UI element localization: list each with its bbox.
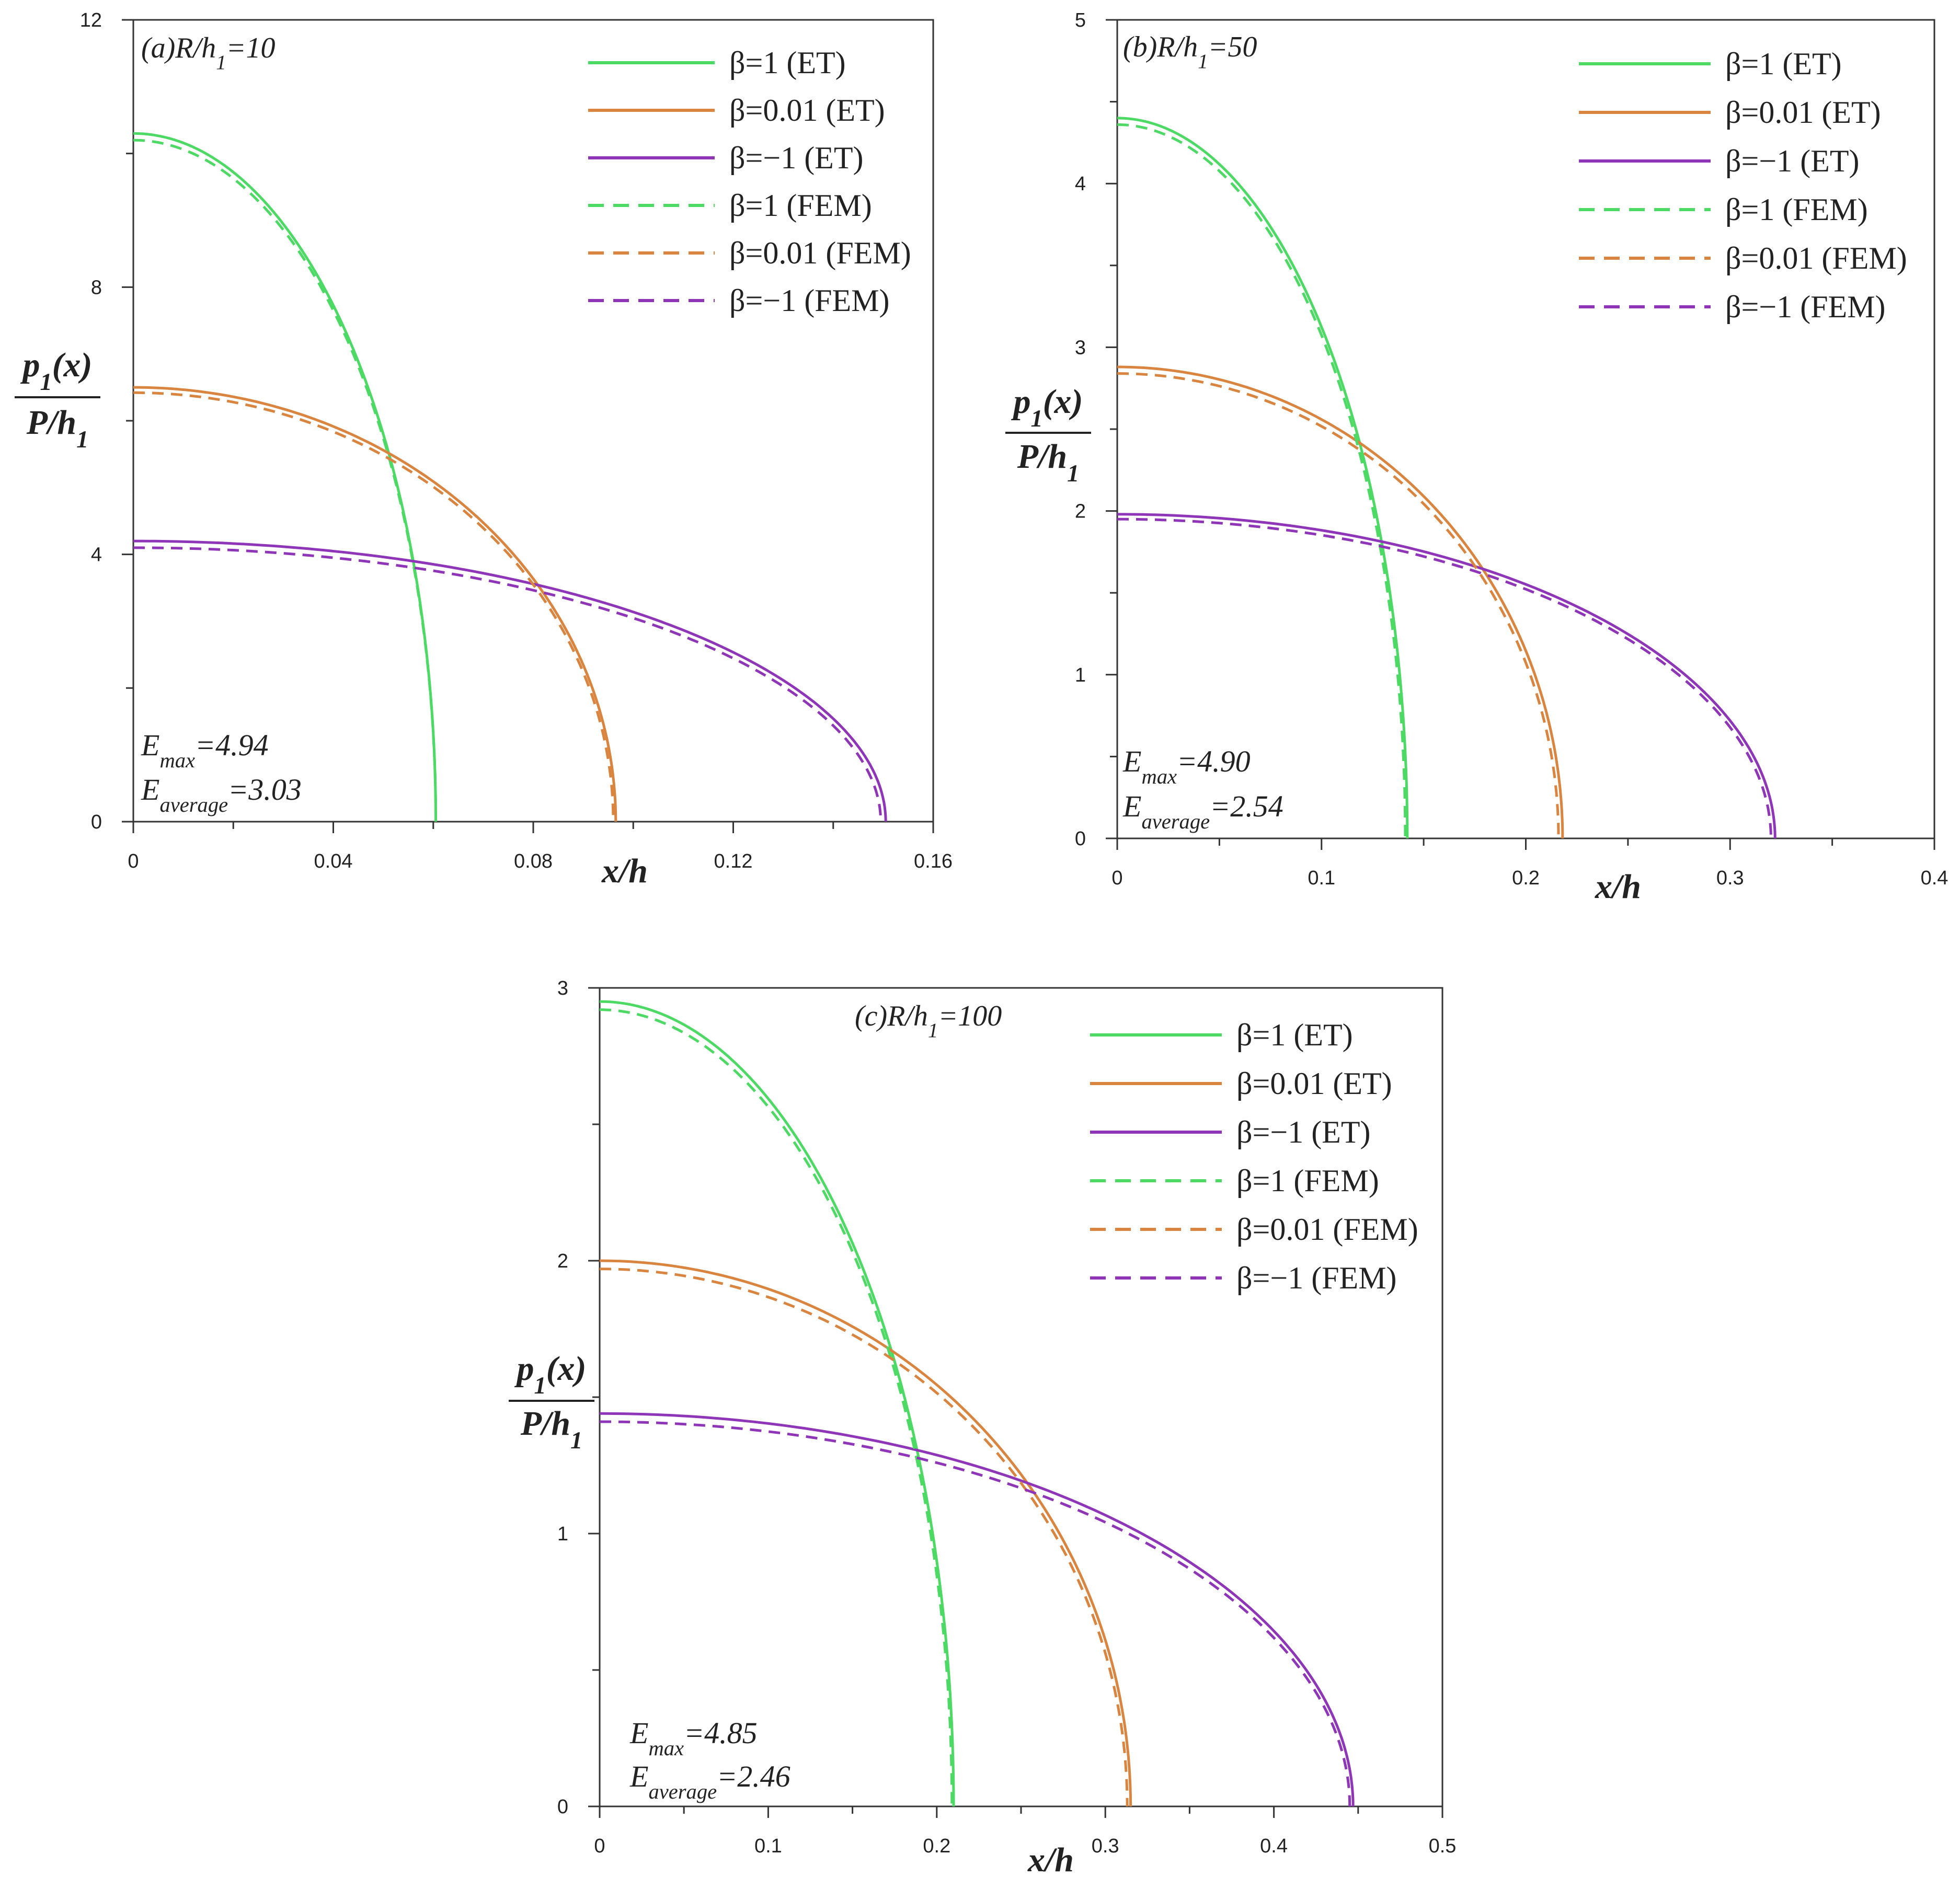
series-line-3 (1117, 123, 1407, 839)
legend-label: β=−1 (FEM) (1725, 290, 1886, 324)
y-tick-label: 3 (557, 977, 568, 999)
x-axis-label: x/h (601, 852, 648, 890)
legend-label: β=1 (ET) (1725, 47, 1842, 81)
x-tick-label: 0.4 (1921, 867, 1948, 889)
x-tick-label: 0.4 (1260, 1835, 1288, 1857)
legend-label: β=0.01 (FEM) (729, 236, 911, 270)
x-tick-label: 0 (594, 1835, 605, 1857)
panel-title: (a)R/h1=10 (141, 32, 275, 74)
x-tick-label: 0.04 (314, 850, 353, 872)
series-line-5 (1117, 517, 1772, 839)
y-axis-label-numerator: p1(x) (514, 1350, 586, 1399)
y-tick-label: 4 (1075, 173, 1086, 195)
series-line-3 (133, 139, 437, 822)
y-tick-label: 0 (557, 1796, 568, 1818)
series-line-3 (600, 1008, 954, 1806)
y-axis-label-numerator: p1(x) (1011, 383, 1083, 432)
error-average-label: Eaverage=2.46 (629, 1759, 790, 1803)
y-tick-label: 1 (557, 1523, 568, 1545)
x-tick-label: 0 (1111, 867, 1122, 889)
legend-label: β=−1 (ET) (1725, 144, 1859, 178)
y-axis-label-numerator: p1(x) (20, 346, 92, 395)
series-line-4 (1117, 372, 1560, 838)
series-line-2 (133, 539, 887, 822)
legend-label: β=0.01 (FEM) (1725, 241, 1907, 275)
legend-label: β=0.01 (ET) (1236, 1066, 1392, 1101)
error-max-label: Emax=4.90 (1122, 744, 1251, 788)
legend-label: β=0.01 (FEM) (1236, 1212, 1418, 1247)
panel-b: 0 0.1 0.2 0.3 0.4 0 1 2 3 4 5 β=1 (ET) β=0.01 (ET) β=… (1005, 9, 1948, 906)
legend-label: β=1 (ET) (1236, 1018, 1353, 1052)
x-tick-label: 0.1 (1308, 867, 1335, 889)
legend-label: β=1 (ET) (729, 45, 846, 80)
x-tick-label: 0.08 (514, 850, 553, 872)
x-tick-label: 0.16 (914, 850, 953, 872)
plot-frame (1116, 19, 1935, 839)
legend-label: β=1 (FEM) (1236, 1164, 1379, 1198)
series-line-1 (133, 386, 617, 822)
series-line-1 (1117, 365, 1564, 838)
x-tick-label: 0.2 (1512, 867, 1540, 889)
y-tick-label: 0 (1075, 828, 1086, 850)
series-line-0 (599, 1000, 955, 1806)
error-average-label: Eaverage=2.54 (1122, 789, 1283, 833)
x-axis-label: x/h (1027, 1841, 1074, 1879)
y-tick-label: 8 (91, 277, 102, 298)
y-tick-label: 1 (1075, 664, 1086, 686)
y-tick-label: 0 (91, 811, 102, 833)
legend-label: β=−1 (FEM) (1236, 1261, 1397, 1295)
legend-label: β=−1 (FEM) (729, 283, 890, 318)
panel-a: 0 0.04 0.08 0.12 0.16 0 4 8 12 β=1 (ET) β=0.01 (ET… (15, 9, 953, 890)
x-tick-label: 0 (128, 850, 139, 872)
y-axis-label-denominator: P/h1 (520, 1404, 582, 1454)
series-line-2 (599, 1412, 1355, 1806)
panel-c: 0 0.1 0.2 0.3 0.4 0.5 0 1 2 3 β=1 (ET) β=0.01 (ET) β… (509, 977, 1456, 1879)
y-tick-label: 4 (91, 544, 102, 566)
y-tick-label: 12 (80, 9, 102, 31)
x-axis-label: x/h (1595, 868, 1641, 906)
x-tick-label: 0.3 (1716, 867, 1744, 889)
legend-label: β=1 (FEM) (1725, 192, 1868, 227)
y-tick-label: 2 (1075, 501, 1086, 523)
x-tick-label: 0.12 (714, 850, 753, 872)
series-line-5 (600, 1420, 1351, 1807)
x-tick-label: 0.1 (754, 1835, 782, 1857)
x-tick-label: 0.3 (1092, 1835, 1119, 1857)
panel-title: (c)R/h1=100 (855, 1000, 1002, 1042)
y-tick-label: 2 (557, 1250, 568, 1272)
y-tick-label: 3 (1075, 337, 1086, 359)
error-max-label: Emax=4.85 (629, 1716, 758, 1760)
x-tick-label: 0.5 (1429, 1835, 1457, 1857)
y-axis-label-denominator: P/h1 (1017, 437, 1079, 487)
legend-label: β=−1 (ET) (729, 141, 863, 175)
panel-title: (b)R/h1=50 (1123, 31, 1257, 73)
x-tick-label: 0.2 (923, 1835, 950, 1857)
y-tick-label: 5 (1075, 9, 1086, 31)
series-line-1 (599, 1259, 1132, 1807)
legend-label: β=0.01 (ET) (729, 93, 885, 128)
legend-label: β=0.01 (ET) (1725, 95, 1881, 130)
y-axis-label-denominator: P/h1 (26, 404, 88, 453)
legend-label: β=−1 (ET) (1236, 1115, 1370, 1149)
error-max-label: Emax=4.94 (141, 728, 269, 772)
error-average-label: Eaverage=3.03 (141, 773, 302, 816)
legend-label: β=1 (FEM) (729, 188, 872, 223)
series-line-0 (133, 132, 437, 822)
series-line-5 (133, 546, 882, 822)
series-line-2 (1117, 513, 1776, 838)
series-line-4 (600, 1268, 1129, 1806)
series-line-0 (1117, 117, 1409, 839)
